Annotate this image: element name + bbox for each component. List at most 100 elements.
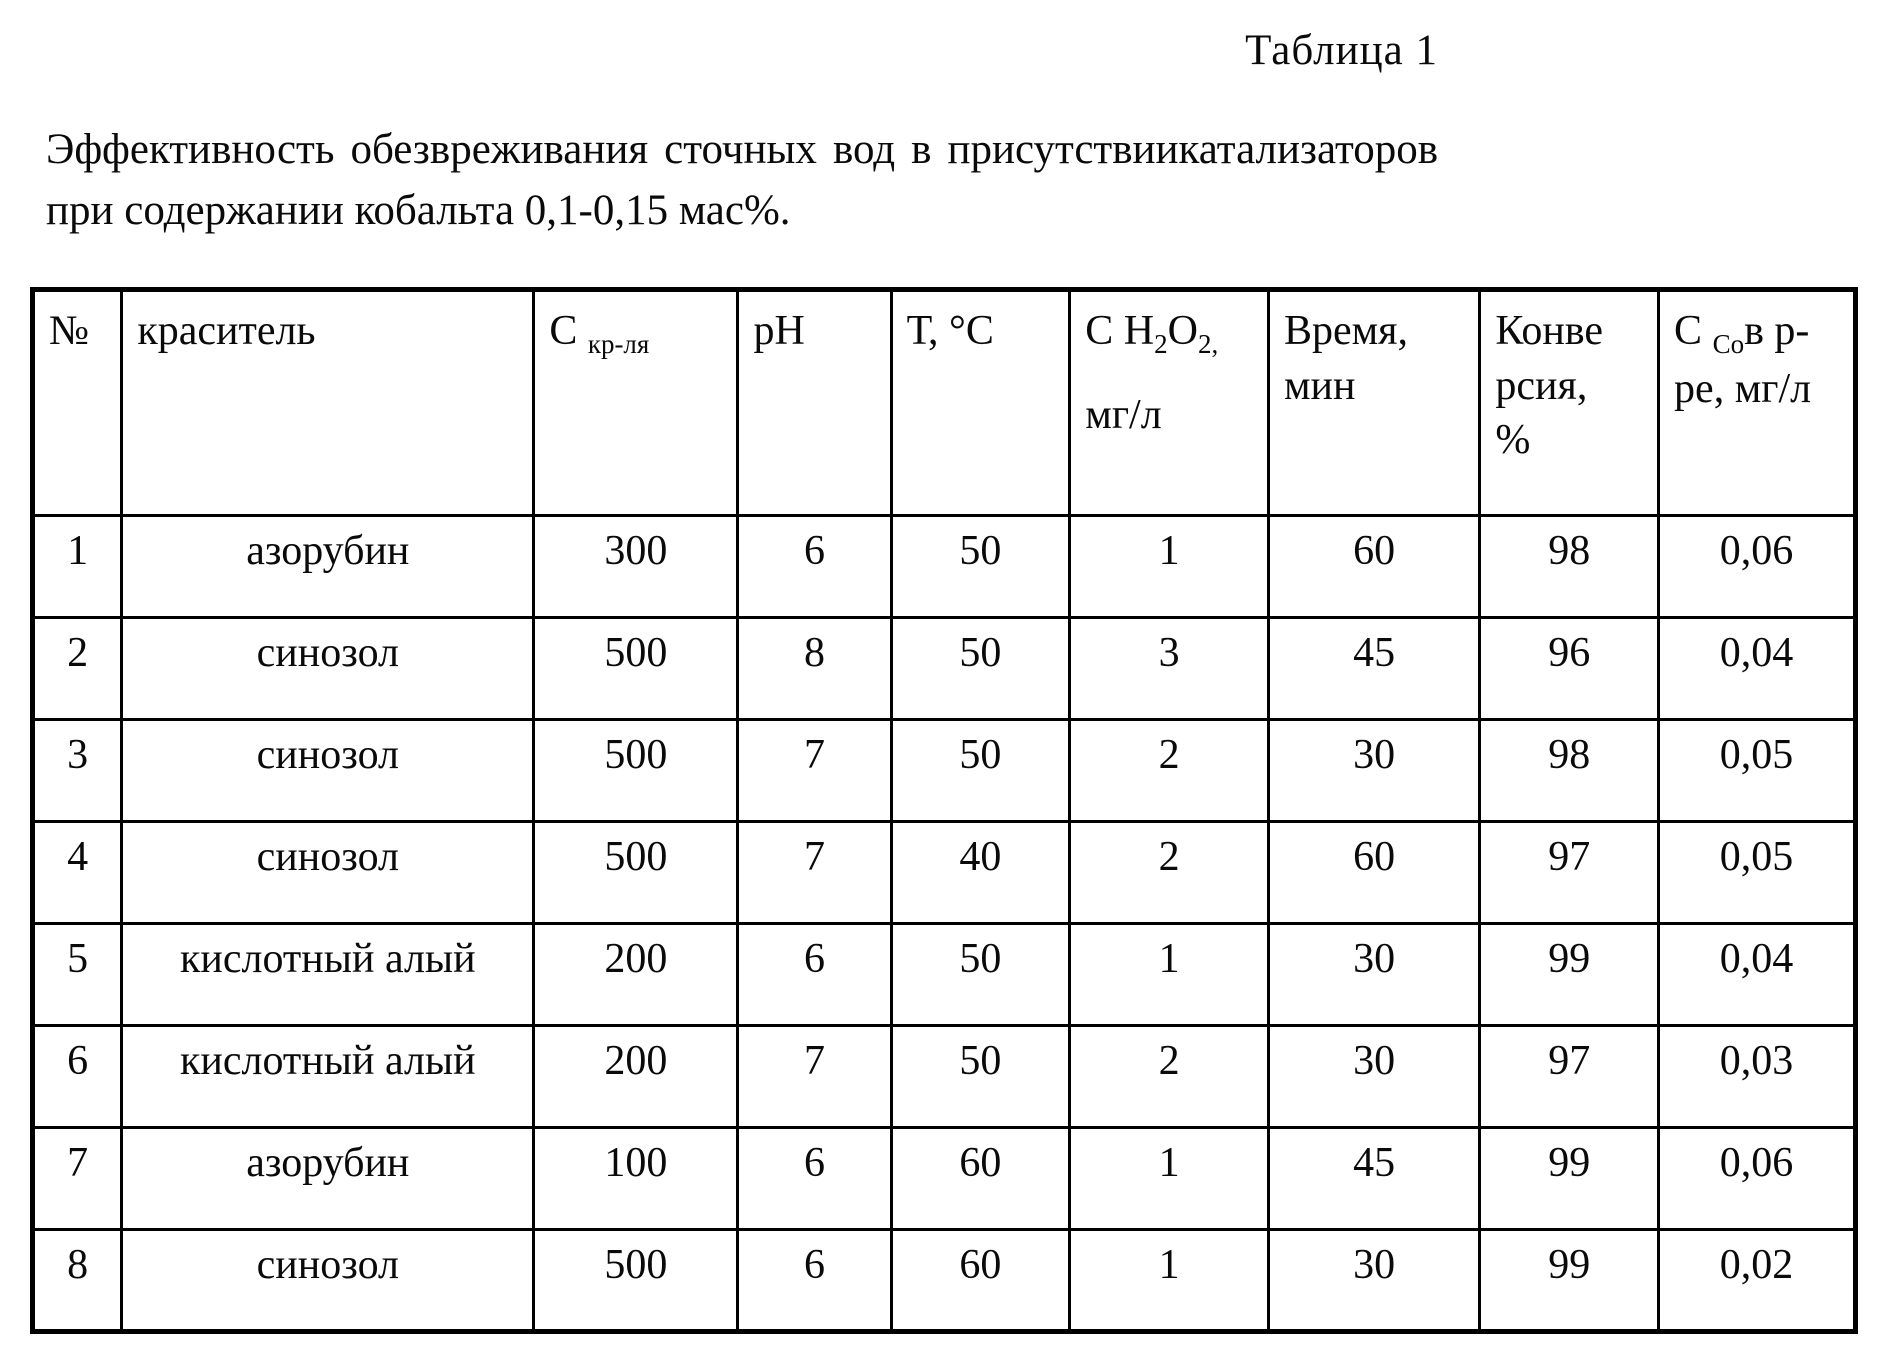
table-cell-dye-concentration: 500 — [532, 718, 740, 824]
table-cell-ph: 6 — [736, 922, 893, 1028]
header-line: рсия, — [1495, 359, 1649, 414]
table-cell-ph: 7 — [736, 1024, 893, 1130]
header-text: Т, °С — [906, 308, 994, 355]
table-cell-row-number: 1 — [30, 514, 124, 620]
header-text: в р- — [1744, 308, 1810, 355]
table-row: 5 кислотный алый 200 6 50 1 30 99 0,04 — [30, 922, 1857, 1028]
table-cell-row-number: 2 — [30, 616, 124, 722]
header-line: № — [49, 304, 112, 359]
table-cell-ph: 7 — [736, 820, 893, 926]
table-cell-h2o2-concentration: 2 — [1068, 718, 1270, 824]
header-text: мг/л — [1085, 392, 1162, 439]
table-cell-conversion: 97 — [1478, 1024, 1661, 1130]
table-cell-temperature: 60 — [889, 1126, 1072, 1232]
table-cell-dye-concentration: 500 — [532, 820, 740, 926]
table-cell-time: 45 — [1266, 1126, 1482, 1232]
table-cell-h2o2-concentration: 1 — [1068, 514, 1270, 620]
header-text: № — [49, 308, 90, 355]
table-cell-dye: кислотный алый — [120, 922, 536, 1028]
table-row: 3 синозол 500 7 50 2 30 98 0,05 — [30, 718, 1857, 824]
table-cell-h2o2-concentration: 3 — [1068, 616, 1270, 722]
table-cell-dye: азорубин — [120, 514, 536, 620]
table-cell-temperature: 50 — [889, 1024, 1072, 1130]
header-text: O — [1167, 308, 1198, 355]
header-text: ре, мг/л — [1674, 366, 1812, 413]
table-cell-ph: 6 — [736, 514, 893, 620]
table-cell-co-concentration: 0,04 — [1657, 616, 1857, 722]
header-line: Конве — [1495, 304, 1649, 359]
header-line: Т, °С — [907, 304, 1061, 359]
table-cell-row-number: 5 — [30, 922, 124, 1028]
table-cell-time: 30 — [1266, 922, 1482, 1028]
header-text: % — [1495, 417, 1531, 464]
table-row: 8 синозол 500 6 60 1 30 99 0,02 — [30, 1228, 1857, 1334]
header-line: pH — [753, 304, 881, 359]
header-line: % — [1495, 413, 1649, 468]
table-cell-time: 60 — [1266, 514, 1482, 620]
table-cell-conversion: 99 — [1478, 1126, 1661, 1232]
table-cell-conversion: 96 — [1478, 616, 1661, 722]
table-cell-dye-concentration: 200 — [532, 922, 740, 1028]
header-text: С H — [1085, 308, 1155, 355]
text-block: Таблица 1 Эффективность обезвреживания с… — [46, 0, 1438, 241]
header-subscript: кр-ля — [587, 329, 650, 360]
table-cell-temperature: 50 — [889, 922, 1072, 1028]
table-body: 1 азорубин 300 6 50 1 60 98 0,06 2 синозол 500 8 50 3 4… — [30, 514, 1857, 1334]
table-cell-temperature: 50 — [889, 616, 1072, 722]
table-cell-row-number: 4 — [30, 820, 124, 926]
table-cell-ph: 8 — [736, 616, 893, 722]
col-header-temperature: Т, °С — [889, 288, 1072, 518]
table-row: 1 азорубин 300 6 50 1 60 98 0,06 — [30, 514, 1857, 620]
header-row: № краситель С кр-ля pH Т, °С С H2O2, мг/л Время… — [30, 288, 1857, 518]
table-cell-h2o2-concentration: 1 — [1068, 1228, 1270, 1334]
header-line: С H2O2, — [1085, 304, 1259, 362]
table-cell-conversion: 99 — [1478, 922, 1661, 1028]
table-cell-time: 30 — [1266, 718, 1482, 824]
header-text: С — [549, 308, 588, 355]
caption-line-1: Эффективность обезвреживания сточных вод… — [46, 126, 1438, 173]
col-header-h2o2-concentration: С H2O2, мг/л — [1068, 288, 1270, 518]
table-cell-time: 45 — [1266, 616, 1482, 722]
table-cell-dye: синозол — [120, 1228, 536, 1334]
table-caption: Эффективность обезвреживания сточных вод… — [46, 119, 1438, 241]
table-label: Таблица 1 — [1245, 27, 1438, 74]
table-cell-dye: синозол — [120, 820, 536, 926]
table-cell-time: 30 — [1266, 1228, 1482, 1334]
header-text: краситель — [137, 308, 316, 355]
table-cell-temperature: 50 — [889, 514, 1072, 620]
table-cell-dye: синозол — [120, 616, 536, 722]
table-cell-dye-concentration: 500 — [532, 616, 740, 722]
header-line: мин — [1284, 359, 1470, 414]
table-row: 2 синозол 500 8 50 3 45 96 0,04 — [30, 616, 1857, 722]
results-table: № краситель С кр-ля pH Т, °С С H2O2, мг/л Время… — [30, 287, 1858, 1335]
table-cell-h2o2-concentration: 2 — [1068, 1024, 1270, 1130]
table-cell-co-concentration: 0,02 — [1657, 1228, 1857, 1334]
header-line: С кр-ля — [549, 304, 728, 362]
table-cell-h2o2-concentration: 2 — [1068, 820, 1270, 926]
col-header-time: Время, мин — [1266, 288, 1482, 518]
header-text: Время, — [1283, 308, 1409, 355]
header-subscript: Со — [1712, 329, 1745, 360]
header-text: рсия, — [1495, 362, 1588, 409]
caption-line-2: при содержании кобальта 0,1-0,15 мас%. — [46, 187, 791, 235]
table-cell-ph: 6 — [736, 1126, 893, 1232]
header-line: С Сов р- — [1674, 304, 1845, 362]
table-cell-dye: синозол — [120, 718, 536, 824]
table-cell-row-number: 7 — [30, 1126, 124, 1232]
table-cell-conversion: 98 — [1478, 718, 1661, 824]
table-cell-conversion: 99 — [1478, 1228, 1661, 1334]
col-header-row-number: № — [30, 288, 124, 518]
table-cell-co-concentration: 0,06 — [1657, 514, 1857, 620]
table-cell-co-concentration: 0,05 — [1657, 820, 1857, 926]
header-line: мг/л — [1085, 388, 1259, 443]
table-cell-temperature: 50 — [889, 718, 1072, 824]
table-cell-h2o2-concentration: 1 — [1068, 922, 1270, 1028]
table-cell-ph: 7 — [736, 718, 893, 824]
header-text: мин — [1283, 362, 1356, 409]
header-text: С — [1674, 308, 1713, 355]
table-cell-temperature: 40 — [889, 820, 1072, 926]
header-subscript: 2 — [1154, 329, 1168, 360]
table-cell-row-number: 3 — [30, 718, 124, 824]
table-cell-dye-concentration: 200 — [532, 1024, 740, 1130]
col-header-dye: краситель — [120, 288, 536, 518]
